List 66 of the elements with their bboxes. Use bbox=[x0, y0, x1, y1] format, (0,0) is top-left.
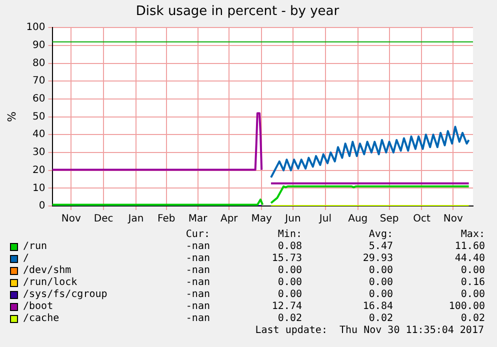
text: 0.16 bbox=[460, 277, 485, 289]
text: 5.47 bbox=[368, 241, 393, 253]
text: Cur: bbox=[184, 229, 210, 241]
text: -nan bbox=[184, 277, 210, 289]
chart-title: Disk usage in percent - by year bbox=[136, 4, 340, 20]
legend-label: /run/lock bbox=[23, 277, 78, 289]
y-tick-label: 30 bbox=[32, 147, 46, 158]
y-tick-label: 90 bbox=[32, 40, 46, 52]
text: 12.74 bbox=[270, 301, 302, 313]
y-tick-label: 100 bbox=[26, 22, 46, 34]
legend-label: /sys/fs/cgroup bbox=[23, 289, 108, 301]
text: 100.00 bbox=[448, 301, 485, 313]
y-tick-label: 0 bbox=[38, 200, 46, 212]
text: 15.73 bbox=[270, 253, 302, 265]
x-tick-label: Nov bbox=[61, 214, 81, 225]
text: Min: bbox=[276, 229, 302, 241]
legend-label: /boot bbox=[23, 301, 54, 313]
text: 0.00 bbox=[368, 289, 393, 301]
text: 44.40 bbox=[454, 253, 485, 265]
x-tick-label: May bbox=[251, 214, 272, 225]
y-tick-label: 10 bbox=[32, 182, 46, 194]
text: 0.00 bbox=[276, 277, 302, 289]
x-tick-label: Jan bbox=[127, 214, 144, 225]
y-tick-label: 50 bbox=[32, 111, 46, 122]
text: -nan bbox=[184, 313, 210, 325]
text: -nan bbox=[184, 253, 210, 265]
text: -nan bbox=[184, 265, 210, 277]
text: 0.00 bbox=[368, 277, 393, 289]
y-tick-label: 20 bbox=[32, 164, 46, 176]
x-tick-label: Apr bbox=[220, 214, 239, 225]
text: -nan bbox=[184, 289, 210, 301]
text: 11.60 bbox=[454, 241, 485, 253]
x-tick-label: Jul bbox=[318, 214, 332, 225]
text: -nan bbox=[184, 301, 210, 313]
text: 0.00 bbox=[276, 265, 302, 277]
y-tick-label: 70 bbox=[32, 76, 46, 87]
y-tick-label: 60 bbox=[32, 94, 46, 105]
legend-label: /run bbox=[23, 241, 48, 253]
x-tick-label: Aug bbox=[348, 214, 368, 225]
text: 0.02 bbox=[460, 313, 485, 325]
x-tick-label: Mar bbox=[188, 214, 208, 225]
text: 0.00 bbox=[460, 265, 485, 277]
text: 29.93 bbox=[362, 253, 393, 265]
text: 16.84 bbox=[362, 301, 393, 313]
y-axis-title: % bbox=[5, 112, 18, 122]
text: Last update: Thu Nov 30 11:35:04 2017 bbox=[255, 325, 484, 336]
text: Avg: bbox=[368, 229, 393, 241]
legend-label: / bbox=[23, 253, 30, 265]
x-tick-label: Feb bbox=[158, 214, 176, 225]
x-tick-label: Oct bbox=[413, 214, 430, 225]
text: -nan bbox=[184, 241, 210, 253]
text: 0.00 bbox=[276, 289, 302, 301]
y-tick-label: 40 bbox=[32, 129, 46, 140]
x-tick-label: Nov bbox=[443, 214, 463, 225]
text: 0.00 bbox=[368, 265, 393, 277]
legend-label: /cache bbox=[23, 313, 60, 325]
x-tick-label: Dec bbox=[94, 214, 114, 225]
text: 0.08 bbox=[276, 241, 302, 253]
text: 0.02 bbox=[276, 313, 302, 325]
y-tick-label: 80 bbox=[32, 58, 46, 69]
text: Max: bbox=[460, 229, 485, 241]
text: 0.00 bbox=[460, 289, 485, 301]
x-tick-label: Sep bbox=[380, 214, 399, 225]
x-tick-label: Jun bbox=[284, 214, 301, 225]
legend-label: /dev/shm bbox=[23, 265, 72, 277]
text: 0.02 bbox=[368, 313, 393, 325]
